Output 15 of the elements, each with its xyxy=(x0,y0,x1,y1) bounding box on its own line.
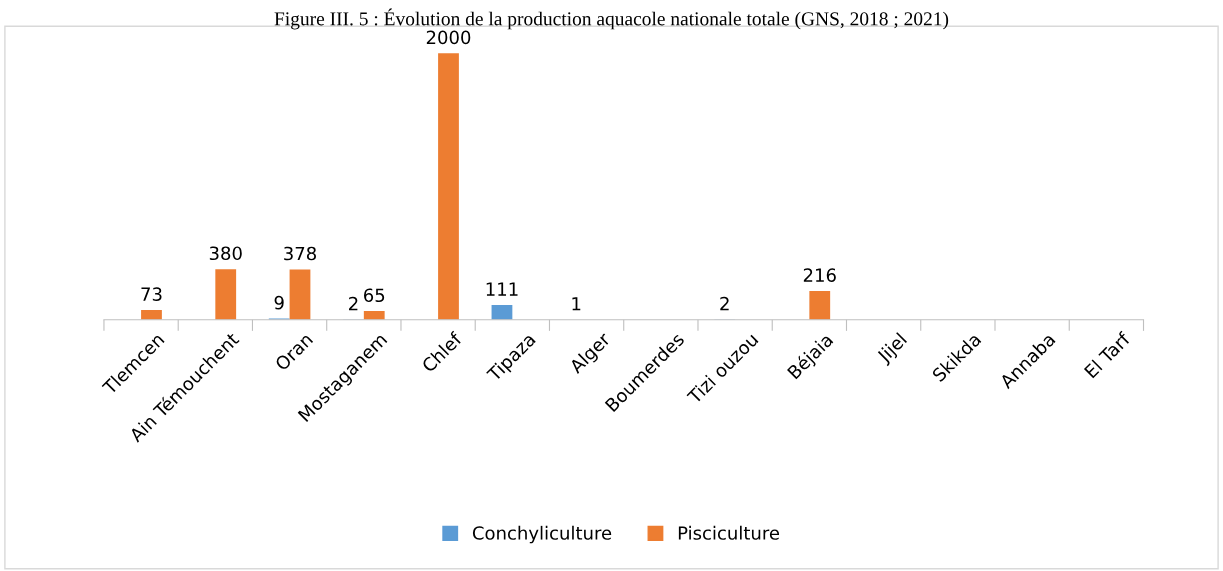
data-label: 111 xyxy=(486,282,518,296)
data-label: 73 xyxy=(141,287,162,301)
legend-label: Pisciculture xyxy=(678,525,780,540)
legend-label: Conchyliculture xyxy=(472,525,612,544)
data-label: 380 xyxy=(209,246,242,261)
data-label: 65 xyxy=(364,288,385,303)
data-label: 378 xyxy=(284,246,316,261)
x-tick-label: El Tarf xyxy=(1083,330,1132,379)
data-label: 1 xyxy=(572,297,581,311)
data-label: 2000 xyxy=(426,30,471,45)
chart-title: Figure III. 5 : Évolution de la production aquacole nationale totale (GNS, 2018 ; 2021) xyxy=(274,8,949,30)
data-label: 9 xyxy=(274,295,284,310)
data-label: 2 xyxy=(720,296,729,311)
data-label: 216 xyxy=(803,268,836,282)
data-label: 2 xyxy=(349,296,358,311)
